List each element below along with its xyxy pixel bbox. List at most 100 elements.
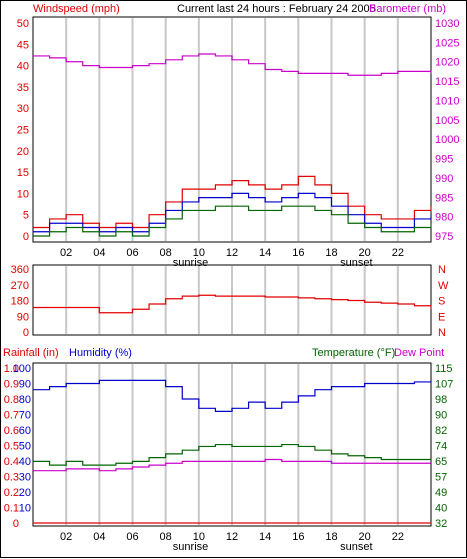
sunrise-label-wind: sunrise <box>173 257 208 269</box>
time-tick-label-hum: 08 <box>160 531 172 543</box>
wind-axis-tick: 50 <box>17 18 29 30</box>
sunrise-label-hum: sunrise <box>173 541 208 553</box>
compass-axis-tick: S <box>438 296 445 308</box>
compass-axis-tick: N <box>438 327 446 339</box>
series-wind-direction <box>33 294 432 314</box>
humidity-axis-tick: 50 <box>19 441 31 453</box>
compass-axis-tick: W <box>438 280 449 292</box>
time-tick-label-wind: 12 <box>226 247 238 259</box>
time-tick-label-wind: 16 <box>292 247 304 259</box>
temperature-axis-tick: 32 <box>435 518 447 530</box>
rainfall-axis-tick: 1.0 <box>4 363 19 375</box>
time-tick-label-hum: 12 <box>226 531 238 543</box>
rainfall-axis-tick: 0.2 <box>4 487 19 499</box>
humidity-axis-tick: 100 <box>13 363 31 375</box>
wind-axis-tick: 15 <box>17 167 29 179</box>
barometer-axis-tick: 1025 <box>435 37 459 49</box>
time-tick-label-hum: 22 <box>392 531 404 543</box>
barometer-axis-tick: 1000 <box>435 134 459 146</box>
wind-axis-tick: 0 <box>23 231 29 243</box>
wind-axis-tick: 30 <box>17 103 29 115</box>
barometer-axis-tick: 985 <box>435 192 453 204</box>
temperature-axis-tick: 49 <box>435 487 447 499</box>
barometer-axis-tick: 990 <box>435 173 453 185</box>
barometer-axis-tick: 1020 <box>435 57 459 69</box>
time-tick-label-wind: 10 <box>193 247 205 259</box>
rainfall-axis-tick: 0.7 <box>4 410 19 422</box>
time-tick-label-hum: 06 <box>126 531 138 543</box>
barometer-axis-tick: 1030 <box>435 18 459 30</box>
time-tick-label-wind: 20 <box>359 247 371 259</box>
time-tick-label-hum: 04 <box>93 531 105 543</box>
time-tick-label-hum: 20 <box>359 531 371 543</box>
rainfall-axis-tick: 0 <box>13 518 19 530</box>
time-tick-label-wind: 08 <box>160 247 172 259</box>
barometer-axis-tick: 980 <box>435 212 453 224</box>
sunset-label-hum: sunset <box>340 541 372 553</box>
humidity-axis-tick: 90 <box>19 379 31 391</box>
temperature-axis-tick: 57 <box>435 472 447 484</box>
time-tick-label-wind: 18 <box>325 247 337 259</box>
wind-axis-tick: 20 <box>17 146 29 158</box>
wind-axis-tick: 35 <box>17 82 29 94</box>
humidity-temp-panel-frame <box>32 362 432 527</box>
barometer-axis-tick: 995 <box>435 154 453 166</box>
series-gust <box>33 175 432 229</box>
time-tick-label-wind: 22 <box>392 247 404 259</box>
humidity-axis-tick: 60 <box>19 425 31 437</box>
time-tick-label-hum: 16 <box>292 531 304 543</box>
series-temperature-f- <box>33 443 431 466</box>
wind-title: Windspeed (mph) <box>33 3 120 15</box>
series-humidity- <box>33 379 432 412</box>
barometer-axis-tick: 975 <box>435 231 453 243</box>
series-average <box>33 192 432 233</box>
temperature-axis-tick: 115 <box>435 363 453 375</box>
rainfall-axis-tick: 0.5 <box>4 441 19 453</box>
temperature-axis-tick: 90 <box>435 410 447 422</box>
rainfall-axis-tick: 0.6 <box>4 425 19 437</box>
barometer-title: Barometer (mb) <box>369 3 446 15</box>
time-tick-label-wind: 02 <box>60 247 72 259</box>
temperature-axis-tick: 98 <box>435 394 447 406</box>
humidity-axis-tick: 30 <box>19 472 31 484</box>
wind-axis-tick: 25 <box>17 125 29 137</box>
time-tick-label-hum: 14 <box>259 531 271 543</box>
direction-axis-tick: 0 <box>23 327 29 339</box>
rainfall-axis-tick: 0.8 <box>4 394 19 406</box>
wind-axis-tick: 40 <box>17 61 29 73</box>
humidity-label: Humidity (%) <box>69 347 132 359</box>
temperature-axis-tick: 40 <box>435 503 447 515</box>
series-barometer-mb- <box>33 53 432 76</box>
humidity-axis-tick: 10 <box>19 503 31 515</box>
humidity-axis-tick: 40 <box>19 456 31 468</box>
humidity-axis-tick: 20 <box>19 487 31 499</box>
direction-axis-tick: 180 <box>11 296 29 308</box>
wind-axis-tick: 10 <box>17 188 29 200</box>
barometer-axis-tick: 1010 <box>435 95 459 107</box>
wind-panel-frame <box>32 16 432 243</box>
rainfall-axis-tick: 0.1 <box>4 503 19 515</box>
temperature-axis-tick: 65 <box>435 456 447 468</box>
sunset-label-wind: sunset <box>340 257 372 269</box>
direction-panel-frame <box>32 264 432 336</box>
dew-point-label: Dew Point <box>394 347 444 359</box>
temperature-axis-tick: 74 <box>435 441 447 453</box>
humidity-axis-tick: 70 <box>19 410 31 422</box>
barometer-axis-tick: 1005 <box>435 115 459 127</box>
temperature-axis-tick: 82 <box>435 425 447 437</box>
barometer-axis-tick: 1015 <box>435 76 459 88</box>
chart-title: Current last 24 hours : February 24 2005 <box>177 3 376 15</box>
compass-axis-tick: E <box>438 311 445 323</box>
direction-axis-tick: 360 <box>11 264 29 276</box>
direction-axis-tick: 270 <box>11 280 29 292</box>
time-tick-label-hum: 10 <box>193 531 205 543</box>
time-tick-label-hum: 18 <box>325 531 337 543</box>
wind-axis-tick: 45 <box>17 39 29 51</box>
time-tick-label-hum: 02 <box>60 531 72 543</box>
rainfall-label: Rainfall (in) <box>3 347 59 359</box>
time-tick-label-wind: 14 <box>259 247 271 259</box>
rainfall-axis-tick: 0.4 <box>4 456 19 468</box>
